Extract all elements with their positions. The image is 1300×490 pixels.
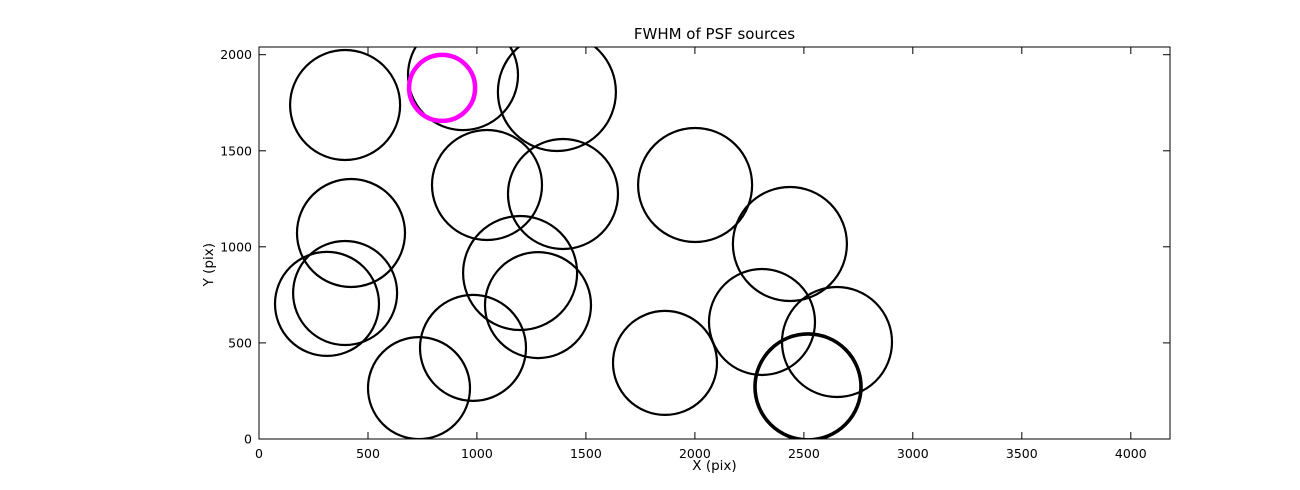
psf-source-circle — [636, 126, 754, 244]
psf-source-circle — [366, 336, 472, 439]
y-tick-label: 500 — [228, 335, 252, 350]
x-tick-label: 2000 — [679, 446, 711, 461]
psf-source-circle — [461, 214, 579, 332]
y-tick-label: 1000 — [220, 239, 252, 254]
x-axis-label: X (pix) — [692, 458, 737, 474]
psf-source-circle — [273, 250, 381, 357]
psf-source-circle — [292, 239, 399, 347]
psf-source-circle — [289, 48, 402, 162]
psf-source-circle — [611, 309, 719, 416]
y-tick-label: 0 — [244, 432, 252, 447]
x-tick-label: 500 — [356, 446, 380, 461]
y-tick-label: 2000 — [220, 47, 252, 62]
psf-source-circle — [430, 128, 544, 242]
x-tick-label: 1000 — [461, 446, 493, 461]
psf-source-circle — [506, 137, 620, 251]
y-tick-label: 1500 — [220, 143, 252, 158]
psf-source-circle — [483, 251, 593, 360]
x-tick-label: 1500 — [570, 446, 602, 461]
x-tick-label: 3500 — [1006, 446, 1038, 461]
x-tick-label: 3000 — [897, 446, 929, 461]
x-tick-label: 2500 — [788, 446, 820, 461]
x-tick-label: 4000 — [1115, 446, 1147, 461]
plot-border — [258, 46, 1171, 440]
psf-source-circle — [496, 47, 617, 153]
highlighted-source-circle — [406, 52, 478, 124]
chart-title: FWHM of PSF sources — [633, 25, 796, 43]
y-axis-label-text: Y (pix) — [201, 242, 217, 287]
psf-source-circle — [707, 267, 817, 377]
x-tick-label: 0 — [255, 446, 263, 461]
psf-source-circle — [418, 293, 528, 402]
psf-source-circle — [295, 177, 407, 289]
psf-source-circle — [731, 185, 849, 303]
psf-source-circle — [753, 332, 863, 439]
psf-source-circle — [406, 47, 520, 132]
